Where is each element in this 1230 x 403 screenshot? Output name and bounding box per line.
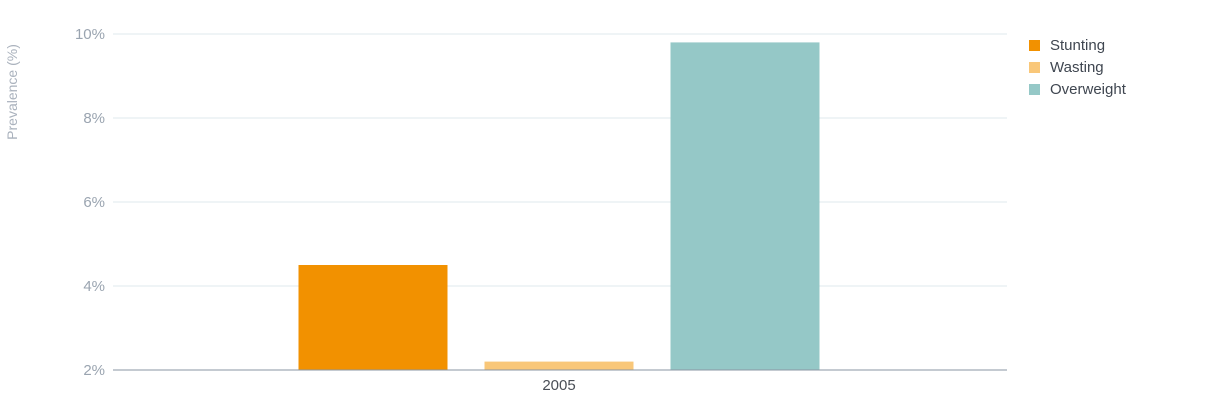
- bar-wasting[interactable]: [484, 361, 634, 370]
- y-axis-title: Prevalence (%): [4, 44, 20, 140]
- legend-item-overweight[interactable]: Overweight: [1029, 78, 1126, 100]
- legend-swatch-overweight: [1029, 83, 1040, 95]
- gridlines: [113, 33, 1007, 287]
- legend-swatch-stunting: [1029, 39, 1040, 51]
- bars: [298, 42, 820, 371]
- y-axis-tick-label: 4%: [83, 278, 105, 295]
- y-axis-tick-label: 10%: [75, 26, 105, 43]
- legend-label: Wasting: [1050, 58, 1104, 76]
- y-axis-tick-label: 8%: [83, 110, 105, 127]
- y-axis-tick-label: 2%: [83, 362, 105, 379]
- legend-label: Overweight: [1050, 80, 1126, 98]
- legend-item-stunting[interactable]: Stunting: [1029, 34, 1126, 56]
- x-axis-tick-label: 2005: [542, 377, 575, 394]
- legend-swatch-wasting: [1029, 61, 1040, 73]
- y-axis-ticks: 2% 4% 6% 8% 10%: [75, 26, 105, 379]
- legend-item-wasting[interactable]: Wasting: [1029, 56, 1126, 78]
- bar-stunting[interactable]: [298, 265, 448, 370]
- legend: Stunting Wasting Overweight: [1029, 34, 1126, 100]
- y-axis-tick-label: 6%: [83, 194, 105, 211]
- bar-overweight[interactable]: [670, 42, 820, 371]
- legend-label: Stunting: [1050, 36, 1106, 54]
